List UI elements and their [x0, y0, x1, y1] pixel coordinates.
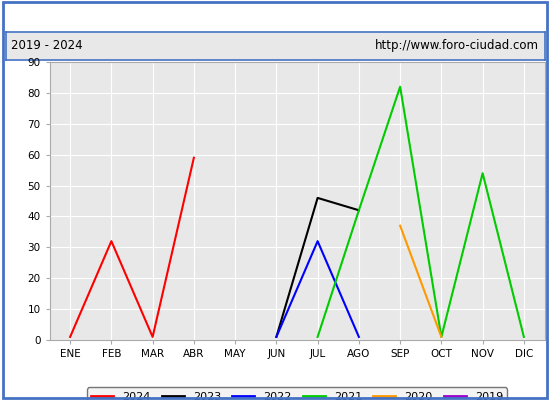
Text: http://www.foro-ciudad.com: http://www.foro-ciudad.com: [375, 40, 539, 52]
Text: Evolucion Nº Turistas Nacionales en el municipio de Castellanos de Zapardiel: Evolucion Nº Turistas Nacionales en el m…: [0, 10, 550, 24]
Legend: 2024, 2023, 2022, 2021, 2020, 2019: 2024, 2023, 2022, 2021, 2020, 2019: [86, 388, 508, 400]
Text: 2019 - 2024: 2019 - 2024: [11, 40, 82, 52]
